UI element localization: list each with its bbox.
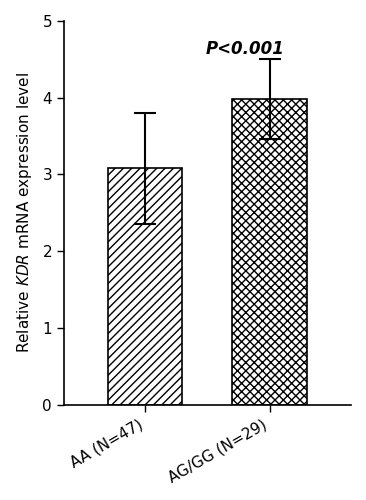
Text: P<0.001: P<0.001	[205, 40, 284, 58]
Y-axis label: Relative $\it{KDR}$ mRNA expression level: Relative $\it{KDR}$ mRNA expression leve…	[15, 72, 34, 354]
Bar	[232, 100, 307, 405]
Bar	[108, 168, 183, 404]
